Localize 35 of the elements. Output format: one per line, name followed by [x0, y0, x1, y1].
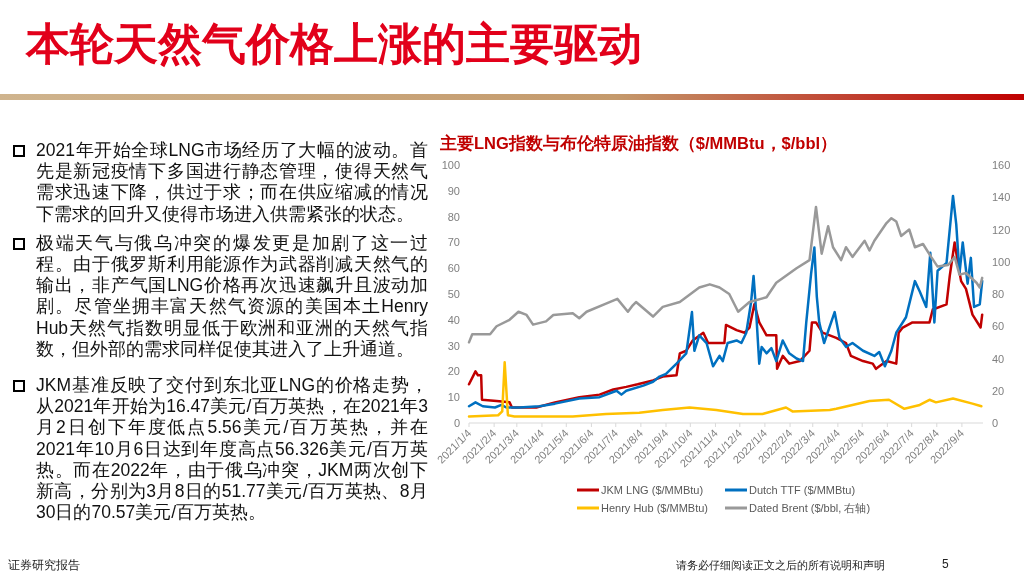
legend-label: Dutch TTF ($/MMBtu): [749, 484, 856, 496]
y-tick-label: 20: [447, 365, 460, 378]
y-tick-label: 30: [447, 339, 460, 352]
line-series: [467, 205, 984, 344]
y2-tick-label: 60: [992, 320, 1005, 333]
y-tick-label: 40: [447, 313, 460, 326]
legend-label: Dated Brent ($/bbl, 右轴): [749, 502, 871, 514]
y2-tick-label: 120: [992, 223, 1011, 236]
legend-label: JKM LNG ($/MMBtu): [601, 484, 704, 496]
line-series: [467, 194, 984, 409]
y2-tick-label: 20: [992, 384, 1005, 397]
y-tick-label: 60: [447, 262, 460, 275]
text: 证券研究报告: [8, 557, 80, 573]
chart-subtitle: 主要LNG指数与布伦特原油指数（$/MMBtu，$/bbl）: [440, 133, 838, 153]
text: 5: [942, 556, 949, 572]
text: 2021年开始全球LNG市场经历了大幅的波动。首先是新冠疫情下多国进行静态管理，使得天然气需求迅速下降，供过于求；而在供应缩减的情况下需求的回升又使得市场进入供需紧张的状态。: [36, 140, 428, 225]
y-tick-label: 0: [453, 417, 460, 429]
text: 请务必仔细阅读正文之后的所有说明和声明: [676, 558, 885, 573]
y-tick-label: 80: [447, 210, 460, 223]
line-series: [467, 361, 983, 418]
y-tick-label: 50: [447, 288, 460, 300]
y2-tick-label: 140: [992, 191, 1011, 204]
text: 极端天气与俄乌冲突的爆发更是加剧了这一过程。由于俄罗斯利用能源作为武器削减天然气的输出，非产气国LNG价格再次迅速飙升且波动加剧。尽管坐拥丰富天然气资源的美国本土Henry Hub天然气指数明显低于欧洲和亚洲的天然气指数，但外部的需求同样促使其进入了上升通道。: [36, 232, 428, 361]
y-tick-label: 10: [447, 391, 460, 404]
y-tick-label: 70: [447, 236, 460, 249]
legend-label: Henry Hub ($/MMBtu): [601, 502, 708, 514]
y2-tick-label: 160: [992, 159, 1011, 171]
y2-tick-label: 40: [992, 352, 1005, 365]
chart-title: 本轮天然气价格上涨的主要驱动: [26, 18, 642, 70]
y2-tick-label: 80: [992, 288, 1005, 300]
y2-tick-label: 100: [992, 255, 1011, 268]
y-tick-label: 90: [447, 184, 460, 197]
text: JKM基准反映了交付到东北亚LNG的价格走势，从2021年开始为16.47美元/百万英热，在2021年3月2日创下年度低点5.56美元/百万英热，并在2021年10月6日达到年度高点56.326美元/百万英热。而在2022年，由于俄乌冲突，JKM两次创下新高，分别为3月8日的51.77美元/百万英热、8月30日的70.57美元/百万英热。: [36, 375, 428, 524]
y2-tick-label: 0: [992, 417, 999, 429]
y-tick-label: 100: [441, 159, 460, 171]
